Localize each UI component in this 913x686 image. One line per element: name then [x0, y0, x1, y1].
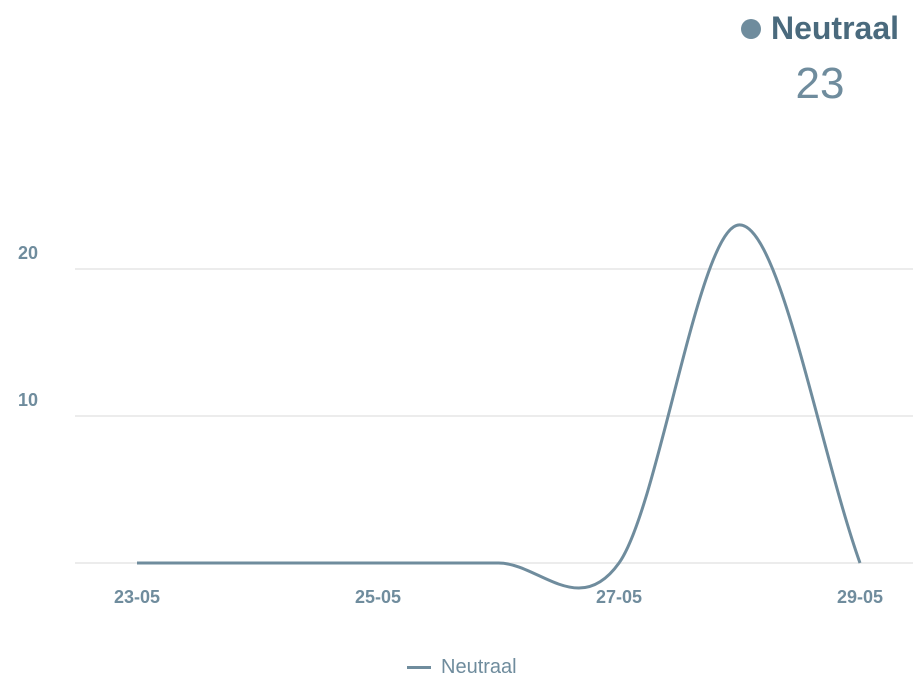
current-value: 23: [795, 59, 845, 108]
series-header-label: Neutraal: [770, 10, 899, 46]
x-tick-label: 25-05: [355, 587, 401, 607]
legend-label: Neutraal: [441, 656, 517, 678]
chart-legend[interactable]: Neutraal: [407, 656, 517, 679]
x-tick-label: 23-05: [114, 587, 160, 607]
y-tick-label: 20: [18, 243, 38, 263]
y-tick-label: 10: [18, 390, 38, 410]
series-line-neutraal: [136, 223, 862, 590]
x-tick-label: 27-05: [596, 587, 642, 607]
series-dot-icon: [740, 18, 761, 39]
legend-line-icon: [407, 666, 431, 669]
series-header: Neutraal: [679, 10, 899, 47]
x-tick-label: 29-05: [837, 587, 883, 607]
chart-header: Neutraal 23: [679, 10, 899, 109]
